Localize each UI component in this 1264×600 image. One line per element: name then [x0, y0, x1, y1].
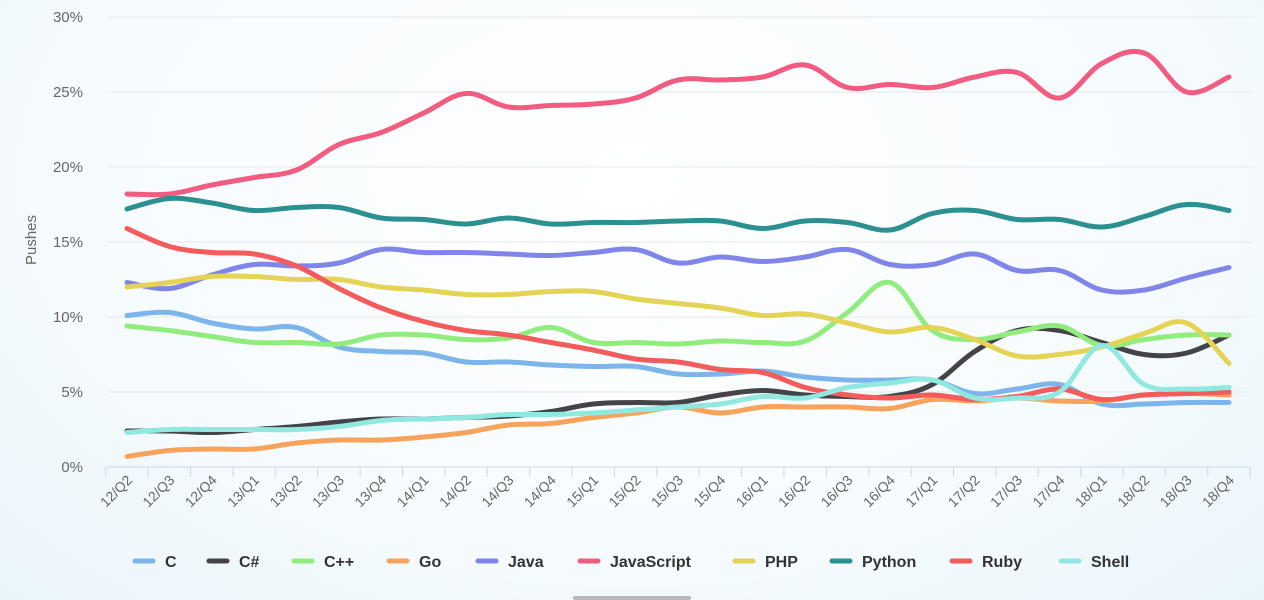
legend-label: Go [419, 554, 441, 571]
legend-item-php[interactable]: PHP [732, 554, 798, 571]
legend-label: Java [508, 554, 544, 571]
series-line-ruby[interactable] [124, 226, 1232, 403]
series-lines [124, 48, 1232, 459]
legend-label: C# [239, 554, 260, 571]
y-axis-label: Pushes [23, 215, 40, 265]
x-tick-label: 17/Q4 [1029, 472, 1067, 510]
x-tick-label: 12/Q4 [182, 472, 220, 510]
x-tick-label: 13/Q1 [224, 472, 262, 510]
y-tick-label: 5% [61, 384, 83, 401]
x-tick-label: 14/Q4 [521, 472, 559, 510]
y-tick-label: 25% [53, 84, 83, 101]
legend-label: Shell [1091, 554, 1129, 571]
x-tick-label: 16/Q2 [775, 472, 813, 510]
x-tick-label: 17/Q1 [902, 472, 940, 510]
x-tick-label: 16/Q4 [860, 472, 898, 510]
series-line-php[interactable] [124, 273, 1232, 366]
series-line-java[interactable] [124, 246, 1232, 295]
x-tick-label: 12/Q3 [139, 472, 177, 510]
legend-label: JavaScript [610, 554, 692, 571]
legend-item-python[interactable]: Python [829, 554, 916, 571]
x-tick-label: 13/Q3 [309, 472, 347, 510]
horizontal-scrollbar[interactable] [573, 596, 691, 600]
x-tick-label: 15/Q4 [690, 472, 728, 510]
legend-item-c[interactable]: C [132, 554, 177, 571]
x-tick-label: 18/Q3 [1156, 472, 1194, 510]
x-tick-label: 17/Q2 [945, 472, 983, 510]
y-tick-label: 0% [61, 459, 83, 476]
y-tick-label: 20% [53, 159, 83, 176]
x-tick-label: 13/Q2 [266, 472, 304, 510]
x-tick-label: 13/Q4 [351, 472, 389, 510]
legend-item-ruby[interactable]: Ruby [949, 554, 1022, 571]
legend-item-csharp[interactable]: C# [206, 554, 260, 571]
x-tick-label: 16/Q1 [733, 472, 771, 510]
legend-item-go[interactable]: Go [386, 554, 441, 571]
x-tick-label: 12/Q2 [97, 472, 135, 510]
legend-label: C++ [324, 554, 354, 571]
legend-item-shell[interactable]: Shell [1058, 554, 1129, 571]
x-tick-label: 15/Q2 [605, 472, 643, 510]
series-line-cplusplus[interactable] [124, 279, 1232, 349]
x-tick-label: 15/Q3 [648, 472, 686, 510]
series-line-python[interactable] [124, 195, 1232, 233]
y-tick-label: 10% [53, 309, 83, 326]
x-tick-label: 15/Q1 [563, 472, 601, 510]
x-tick-label: 18/Q2 [1114, 472, 1152, 510]
legend-label: PHP [765, 554, 798, 571]
series-line-c[interactable] [124, 309, 1232, 409]
y-axis-ticks: 0% 5% 10% 15% 20% 25% 30% [53, 9, 83, 476]
series-line-csharp[interactable] [124, 325, 1232, 436]
x-tick-label: 14/Q2 [436, 472, 474, 510]
x-tick-label: 17/Q3 [987, 472, 1025, 510]
legend-item-javascript[interactable]: JavaScript [577, 554, 692, 571]
legend-label: Python [862, 554, 916, 571]
x-tick-label: 14/Q1 [394, 472, 432, 510]
x-tick-label: 18/Q4 [1199, 472, 1237, 510]
legend-item-cplusplus[interactable]: C++ [291, 554, 354, 571]
y-tick-label: 15% [53, 234, 83, 251]
legend-label: Ruby [982, 554, 1022, 571]
series-line-shell[interactable] [124, 343, 1232, 435]
legend-label: C [165, 554, 177, 571]
x-tick-label: 16/Q3 [817, 472, 855, 510]
x-axis: 12/Q2 12/Q3 12/Q4 13/Q1 13/Q2 13/Q3 13/Q4 14/Q1… [97, 466, 1251, 510]
y-tick-label: 30% [53, 9, 83, 26]
series-line-javascript[interactable] [124, 48, 1232, 198]
x-tick-label: 14/Q3 [478, 472, 516, 510]
legend: C C# C++ Go Java JavaScript PHP Python Ruby Shell [132, 554, 1129, 571]
x-tick-label: 18/Q1 [1072, 472, 1110, 510]
legend-item-java[interactable]: Java [475, 554, 544, 571]
